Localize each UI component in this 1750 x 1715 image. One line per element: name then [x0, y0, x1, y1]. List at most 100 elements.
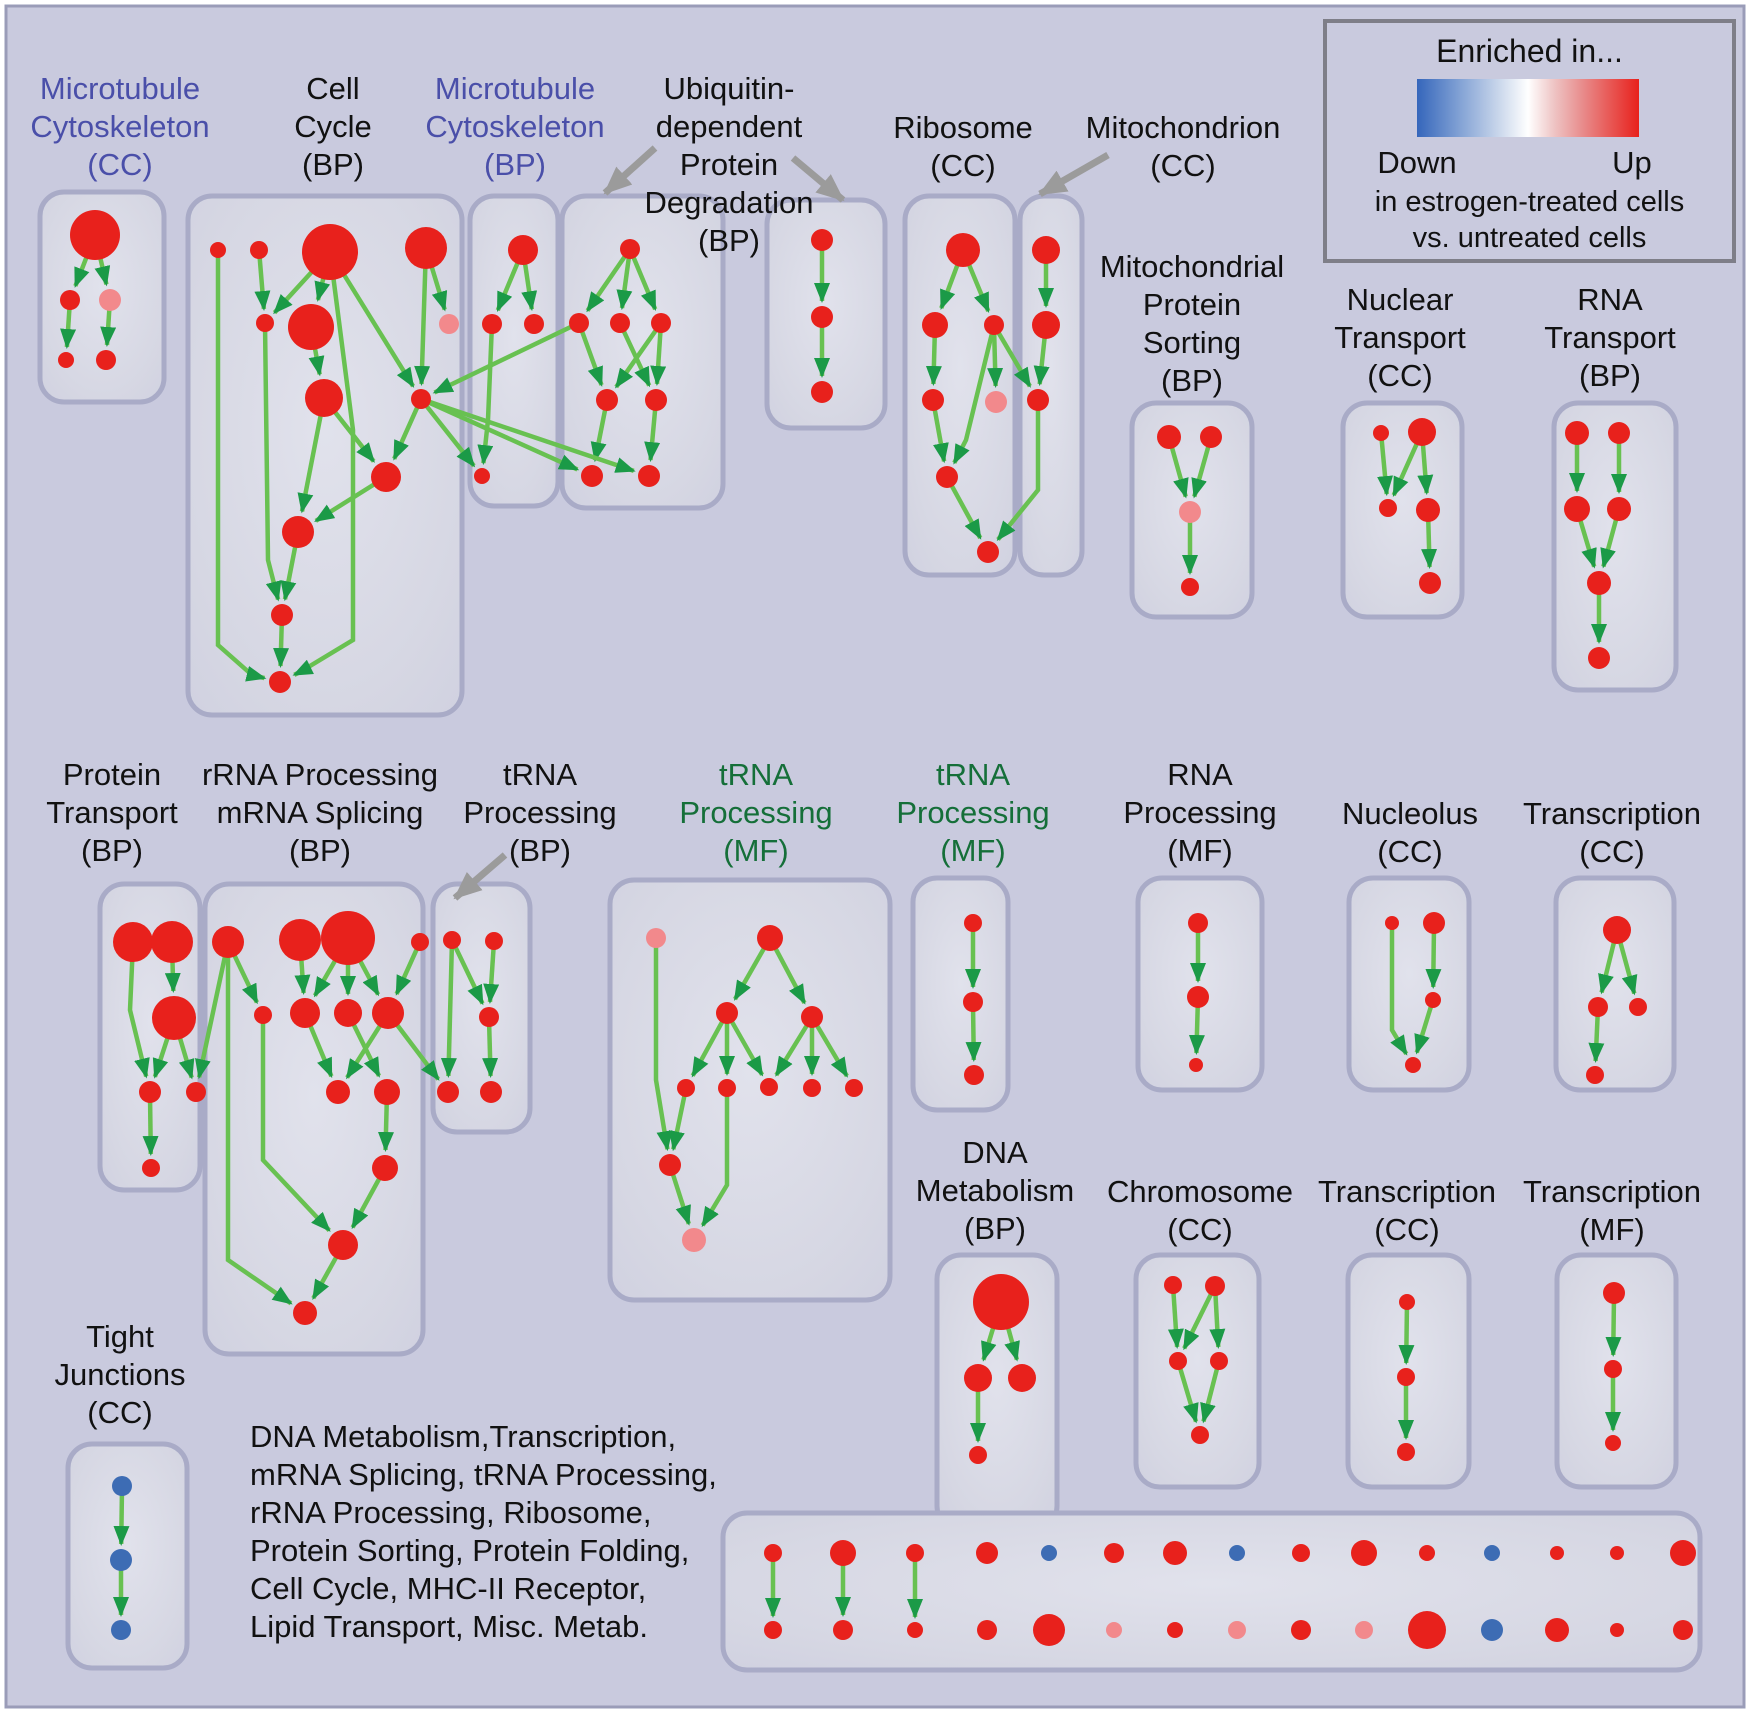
edge-rna-transport-3: [1600, 519, 1619, 569]
edge-ubiquitin-a-0: [585, 255, 627, 313]
cluster-box-misc-enrichment: [720, 1510, 1703, 1673]
edge-ribosome-5: [932, 409, 949, 464]
node-rna-transport-0: [1565, 421, 1589, 445]
node-trna-bp-0: [443, 931, 461, 949]
edge-microtubule-bp-1: [521, 263, 538, 312]
cluster-box-nuclear-transport: [1340, 400, 1465, 620]
node-misc-enrichment-bottom-4: [1033, 1614, 1065, 1646]
edge-rrna-processing-9: [377, 1103, 394, 1152]
edge-trna-mf-large-2: [690, 1020, 725, 1078]
node-ubiquitin-a-4: [596, 389, 618, 411]
node-cell-cycle-1: [250, 241, 268, 259]
node-misc-enrichment-top-5: [1104, 1543, 1124, 1563]
edge-ribosome-1: [967, 263, 991, 313]
edge-tight-junctions-0: [113, 1494, 130, 1546]
node-nuclear-transport-4: [1419, 572, 1441, 594]
node-ubiquitin-a-1: [569, 313, 589, 333]
edge-microtubule-cc-0: [73, 256, 90, 288]
node-chromosome-3: [1210, 1352, 1228, 1370]
edge-ribosome-2: [925, 336, 942, 386]
edge-rrna-processing-10: [350, 1177, 382, 1230]
edge-dna-metabolism-1: [1004, 1327, 1020, 1362]
node-microtubule-cc-2: [99, 289, 121, 311]
edge-cell-cycle-0: [254, 257, 271, 311]
node-nucleolus-2: [1425, 992, 1441, 1008]
cross-edge-3: [428, 399, 636, 474]
node-transcription-mf-2: [1605, 1435, 1621, 1451]
node-misc-enrichment-top-6: [1163, 1541, 1187, 1565]
node-rrna-processing-5: [290, 998, 320, 1028]
cluster-box-trna-mf-small: [910, 875, 1011, 1113]
layer-nodes: [58, 210, 1696, 1649]
node-dna-metabolism-3: [969, 1446, 987, 1464]
edge-trna-bp-1: [483, 948, 500, 1004]
node-nucleolus-0: [1385, 916, 1399, 930]
node-rna-processing-mf-1: [1187, 986, 1209, 1008]
node-misc-enrichment-top-12: [1550, 1546, 1564, 1560]
edge-cell-cycle-3: [342, 273, 416, 388]
node-rrna-processing-2: [321, 911, 375, 965]
node-rrna-processing-11: [328, 1230, 358, 1260]
edge-rrna-processing-0: [232, 954, 259, 1005]
node-transcription-mf-1: [1604, 1360, 1622, 1378]
node-ribosome-5: [936, 466, 958, 488]
node-ubiquitin-a-7: [638, 465, 660, 487]
node-transcription-mf-0: [1603, 1282, 1625, 1304]
cross-edge-1: [424, 404, 476, 468]
edge-transcription-cc-mid-1: [1618, 941, 1638, 996]
node-rna-transport-3: [1607, 497, 1631, 521]
edge-ribosome-4: [952, 333, 995, 465]
node-cell-cycle-7: [305, 379, 343, 417]
node-ribosome-0: [946, 233, 980, 267]
node-trna-mf-large-10: [682, 1228, 706, 1252]
node-nucleolus-1: [1423, 912, 1445, 934]
edge-rna-transport-2: [1578, 519, 1597, 569]
layer-edges: [60, 250, 1638, 1619]
node-misc-enrichment-top-8: [1292, 1544, 1310, 1562]
node-transcription-cc-mid-1: [1588, 997, 1608, 1017]
edge-rrna-processing-4: [358, 959, 381, 997]
node-ribosome-6: [977, 541, 999, 563]
cluster-box-rna-processing-mf: [1135, 875, 1265, 1093]
node-misc-enrichment-top-13: [1610, 1546, 1624, 1560]
node-mito-protein-sorting-1: [1200, 426, 1222, 448]
node-microtubule-cc-0: [70, 210, 120, 260]
node-mito-protein-sorting-3: [1181, 578, 1199, 596]
node-trna-mf-large-2: [716, 1002, 738, 1024]
node-mitochondrion-1: [1032, 311, 1060, 339]
edge-protein-transport-1: [164, 961, 181, 993]
node-chromosome-2: [1169, 1352, 1187, 1370]
edge-cell-cycle-5: [414, 267, 431, 386]
edge-microtubule-cc-3: [100, 309, 117, 347]
node-ribosome-4: [985, 391, 1007, 413]
edge-ubiquitin-a-1: [616, 257, 633, 311]
edge-protein-transport-2: [152, 1037, 170, 1079]
node-dna-metabolism-1: [964, 1364, 992, 1392]
edge-cell-cycle-6: [308, 348, 325, 377]
edge-cell-cycle-15: [292, 278, 356, 677]
node-misc-enrichment-bottom-0: [764, 1621, 782, 1639]
edge-rrna-processing-12: [311, 1256, 339, 1300]
node-misc-enrichment-top-1: [830, 1540, 856, 1566]
node-nuclear-transport-2: [1379, 499, 1397, 517]
node-cell-cycle-9: [371, 462, 401, 492]
node-cell-cycle-6: [439, 314, 459, 334]
edge-trna-mf-small-1: [965, 1010, 982, 1062]
edge-ubiquitin-a-5: [621, 330, 652, 388]
edge-ubiquitin-a-2: [631, 256, 658, 312]
node-mitochondrion-2: [1027, 389, 1049, 411]
layer-annotations: [452, 145, 1110, 901]
edge-trna-mf-large-9: [669, 1095, 687, 1152]
node-rna-transport-5: [1588, 647, 1610, 669]
edge-ribosome-0: [939, 264, 960, 310]
edge-mitochondrion-1: [1033, 337, 1050, 387]
node-trna-mf-large-0: [646, 928, 666, 948]
node-cell-cycle-5: [288, 304, 334, 350]
node-trna-mf-small-2: [964, 1065, 984, 1085]
edge-mito-protein-sorting-0: [1169, 446, 1189, 499]
edge-nucleolus-2: [1414, 1006, 1434, 1055]
edge-cell-cycle-14: [215, 257, 267, 682]
edge-trna-mf-large-5: [774, 1024, 809, 1077]
cluster-box-transcription-cc-mid: [1553, 875, 1677, 1093]
